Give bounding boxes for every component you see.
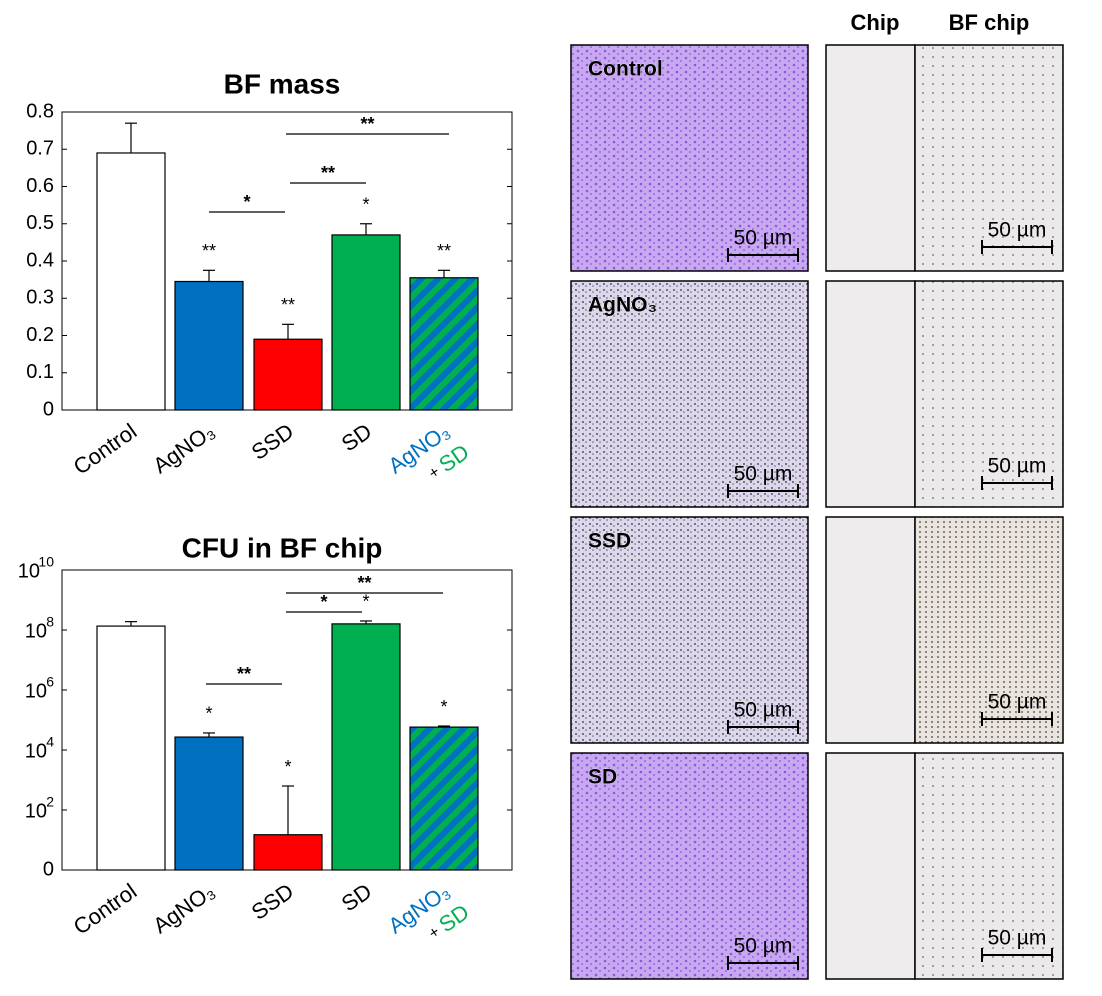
scale-bar-label: 50 µm (734, 935, 793, 958)
scale-bar-label: 50 µm (734, 463, 793, 486)
x-tick-label: AgNO₃+ SD (383, 876, 473, 961)
comparison-label: ** (360, 114, 374, 134)
significance-label: * (284, 757, 291, 777)
bar (331, 623, 401, 871)
chart-title: BF mass (224, 68, 341, 99)
micrograph (570, 516, 809, 744)
y-tick-label: 0.1 (26, 361, 54, 383)
bar (253, 338, 323, 411)
significance-label: * (362, 195, 369, 215)
bar (174, 280, 244, 411)
micrograph (570, 44, 809, 272)
bar (409, 726, 479, 871)
bar (409, 277, 479, 411)
x-tick-label: Control (69, 418, 141, 479)
significance-label: ** (437, 241, 451, 261)
bf-chip-image (914, 44, 1064, 272)
chip-image (825, 752, 916, 980)
significance-label: ** (281, 295, 295, 315)
x-tick-label: SSD (247, 878, 298, 924)
x-tick-label: AgNO₃ (148, 418, 219, 478)
comparison-label: ** (321, 163, 335, 183)
scale-bar-label: 50 µm (988, 455, 1047, 478)
row-label: SSD (588, 530, 631, 553)
y-tick-label: 10 (25, 800, 47, 822)
bar (253, 834, 323, 871)
y-tick-exponent: 4 (46, 734, 54, 750)
significance-label: * (440, 697, 447, 717)
micrograph (570, 280, 809, 508)
comparison-label: ** (237, 664, 251, 684)
column-label: BF chip (949, 10, 1030, 35)
y-tick-label: 10 (25, 620, 47, 642)
comparison-label: * (320, 592, 327, 612)
column-label: Chip (851, 10, 900, 35)
y-tick-label: 0.7 (26, 138, 54, 160)
scale-bar-label: 50 µm (988, 927, 1047, 950)
bf-chip-image (914, 516, 1064, 744)
y-tick-label: 0.4 (26, 249, 54, 271)
scale-bar-label: 50 µm (988, 691, 1047, 714)
bar (96, 152, 166, 411)
y-tick-label: 0.8 (26, 100, 54, 122)
x-tick-label: AgNO₃ (148, 878, 219, 938)
y-tick-label: 0.3 (26, 287, 54, 309)
comparison-label: ** (357, 573, 371, 593)
x-tick-label: SD (337, 418, 376, 456)
scale-bar-label: 50 µm (734, 699, 793, 722)
scale-bar-label: 50 µm (988, 219, 1047, 242)
bf-chip-image (914, 280, 1064, 508)
row-label: SD (588, 766, 617, 789)
chart-title: CFU in BF chip (182, 532, 383, 563)
comparison-label: * (243, 192, 250, 212)
y-tick-exponent: 2 (46, 794, 54, 810)
significance-label: * (362, 592, 369, 612)
scale-bar-label: 50 µm (734, 227, 793, 250)
y-tick-exponent: 8 (46, 614, 54, 630)
y-tick-label: 0.5 (26, 212, 54, 234)
significance-label: * (205, 704, 212, 724)
y-tick-label: 10 (18, 560, 40, 582)
y-tick-label: 0 (43, 398, 54, 420)
y-tick-exponent: 6 (46, 674, 54, 690)
y-tick-label: 0.2 (26, 324, 54, 346)
bar (174, 736, 244, 871)
y-tick-label: 10 (25, 680, 47, 702)
chip-image (825, 516, 916, 744)
y-tick-label: 10 (25, 740, 47, 762)
y-tick-label: 0.6 (26, 175, 54, 197)
row-label: AgNO₃ (588, 294, 657, 317)
bar (331, 234, 401, 411)
x-tick-label: Control (69, 878, 141, 939)
chip-image (825, 44, 916, 272)
x-tick-label: AgNO₃+ SD (383, 416, 473, 501)
bf-chip-image (914, 752, 1064, 980)
x-tick-label: SD (337, 878, 376, 916)
x-tick-label: SSD (247, 418, 298, 464)
y-tick-label: 0 (43, 858, 54, 880)
bar (96, 625, 166, 871)
significance-label: ** (202, 241, 216, 261)
y-tick-exponent: 10 (38, 554, 54, 570)
chip-image (825, 280, 916, 508)
row-label: Control (588, 58, 663, 81)
micrograph (570, 752, 809, 980)
